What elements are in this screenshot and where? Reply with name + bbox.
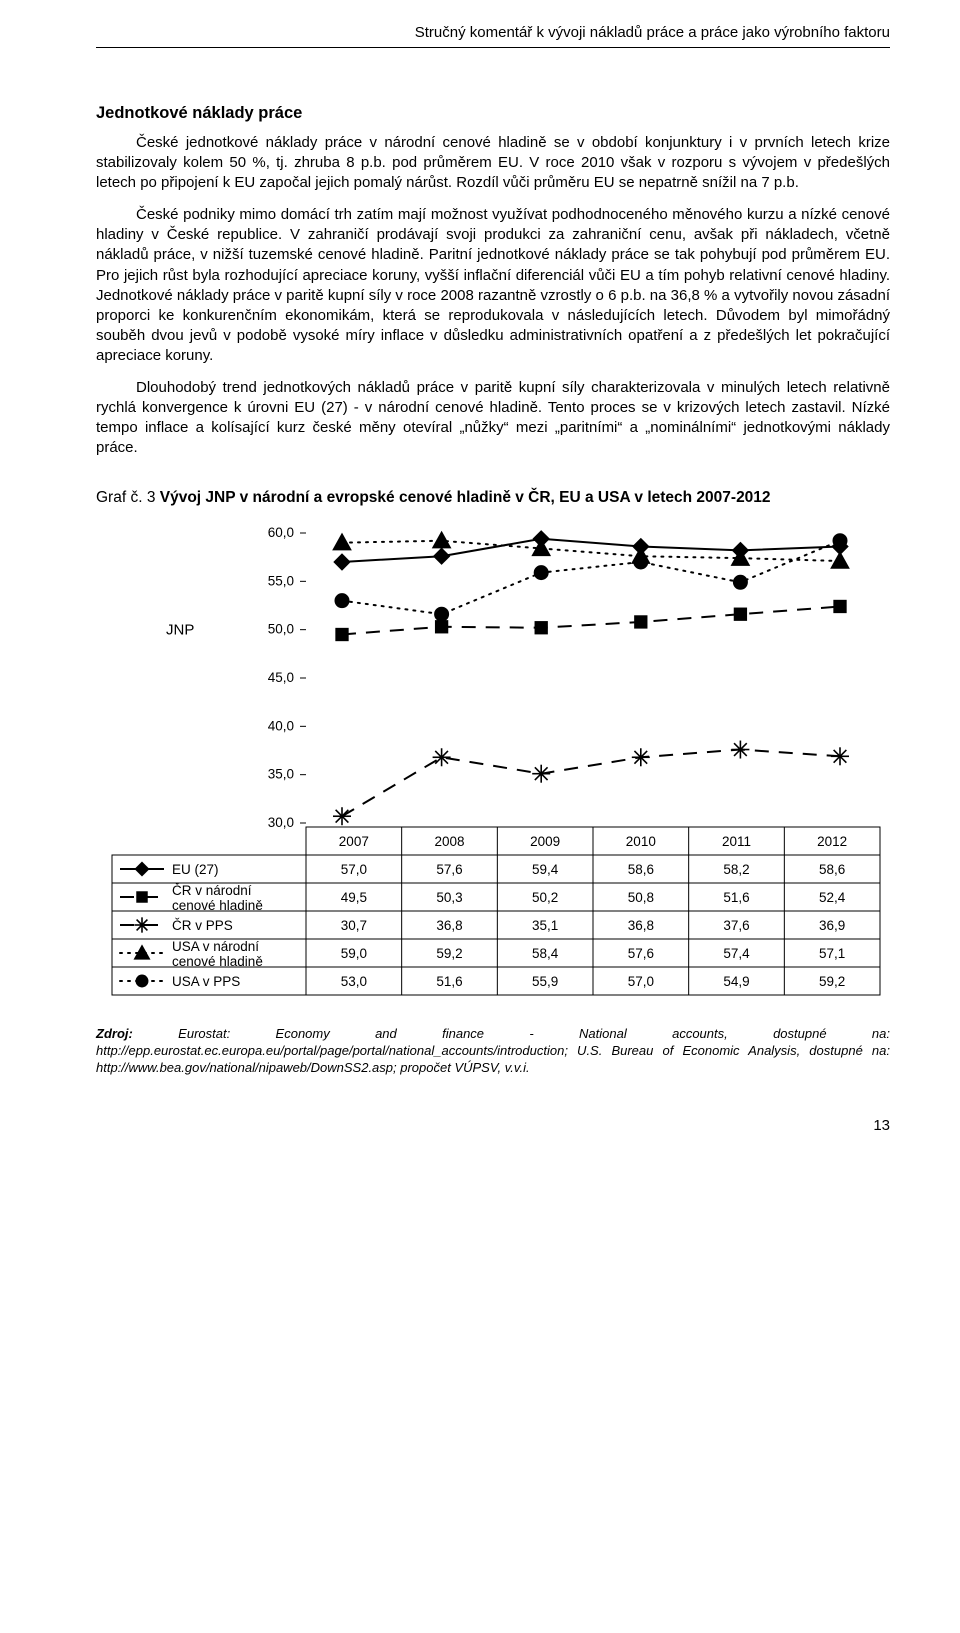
- svg-text:59,2: 59,2: [436, 946, 462, 961]
- section-title: Jednotkové náklady práce: [96, 104, 890, 123]
- svg-text:58,2: 58,2: [723, 862, 749, 877]
- paragraph-1: České jednotkové náklady práce v národní…: [96, 133, 890, 193]
- svg-text:58,6: 58,6: [628, 862, 654, 877]
- svg-text:40,0: 40,0: [268, 718, 294, 733]
- svg-text:36,9: 36,9: [819, 918, 845, 933]
- svg-text:35,1: 35,1: [532, 918, 558, 933]
- svg-text:57,1: 57,1: [819, 946, 845, 961]
- chart-title-prefix: Graf č. 3: [96, 489, 160, 506]
- svg-text:30,0: 30,0: [268, 815, 294, 830]
- svg-text:2010: 2010: [626, 834, 656, 849]
- chart-title-bold: Vývoj JNP v národní a evropské cenové hl…: [160, 489, 771, 506]
- svg-text:50,2: 50,2: [532, 890, 558, 905]
- svg-text:ČR v PPS: ČR v PPS: [172, 918, 233, 933]
- svg-text:2011: 2011: [722, 834, 751, 849]
- svg-text:50,3: 50,3: [436, 890, 462, 905]
- source-label: Zdroj:: [96, 1026, 133, 1041]
- svg-text:53,0: 53,0: [341, 974, 367, 989]
- running-head: Stručný komentář k vývoji nákladů práce …: [96, 24, 890, 41]
- svg-text:36,8: 36,8: [436, 918, 462, 933]
- svg-text:57,4: 57,4: [723, 946, 750, 961]
- head-rule: [96, 47, 890, 48]
- svg-text:USA v PPS: USA v PPS: [172, 974, 240, 989]
- svg-text:60,0: 60,0: [268, 525, 294, 540]
- svg-text:cenové hladině: cenové hladině: [172, 898, 263, 913]
- source-text: Eurostat: Economy and finance - National…: [96, 1026, 890, 1076]
- svg-text:50,0: 50,0: [268, 622, 294, 637]
- svg-text:57,0: 57,0: [628, 974, 654, 989]
- svg-text:57,0: 57,0: [341, 862, 367, 877]
- svg-text:EU (27): EU (27): [172, 862, 219, 877]
- svg-text:45,0: 45,0: [268, 670, 294, 685]
- svg-text:cenové hladině: cenové hladině: [172, 954, 263, 969]
- chart-title: Graf č. 3 Vývoj JNP v národní a evropské…: [96, 488, 890, 508]
- svg-text:59,2: 59,2: [819, 974, 845, 989]
- svg-text:37,6: 37,6: [723, 918, 749, 933]
- svg-text:58,6: 58,6: [819, 862, 845, 877]
- svg-text:35,0: 35,0: [268, 767, 294, 782]
- svg-text:2009: 2009: [530, 834, 560, 849]
- svg-text:59,0: 59,0: [341, 946, 367, 961]
- svg-text:59,4: 59,4: [532, 862, 559, 877]
- svg-text:2007: 2007: [339, 834, 369, 849]
- svg-text:57,6: 57,6: [628, 946, 654, 961]
- svg-text:50,8: 50,8: [628, 890, 654, 905]
- svg-text:JNP: JNP: [166, 622, 194, 639]
- paragraph-2: České podniky mimo domácí trh zatím mají…: [96, 205, 890, 366]
- svg-text:58,4: 58,4: [532, 946, 559, 961]
- svg-text:2012: 2012: [817, 834, 847, 849]
- svg-text:2008: 2008: [434, 834, 464, 849]
- svg-text:54,9: 54,9: [723, 974, 749, 989]
- svg-text:55,9: 55,9: [532, 974, 558, 989]
- svg-text:51,6: 51,6: [723, 890, 749, 905]
- svg-text:ČR v národní: ČR v národní: [172, 883, 252, 898]
- source-note: Zdroj: Eurostat: Economy and finance - N…: [96, 1025, 890, 1077]
- paragraph-3: Dlouhodobý trend jednotkových nákladů pr…: [96, 378, 890, 458]
- svg-text:52,4: 52,4: [819, 890, 846, 905]
- svg-text:51,6: 51,6: [436, 974, 462, 989]
- chart: 60,0 55,0 50,0 45,0 40,0 35,0 30,0 JNP 2007 2008 2…: [96, 523, 890, 1001]
- page-number: 13: [96, 1117, 890, 1134]
- svg-text:36,8: 36,8: [628, 918, 654, 933]
- svg-text:USA v národní: USA v národní: [172, 939, 259, 954]
- svg-text:49,5: 49,5: [341, 890, 367, 905]
- chart-svg: 60,0 55,0 50,0 45,0 40,0 35,0 30,0 JNP 2007 2008 2…: [96, 523, 886, 1001]
- svg-text:57,6: 57,6: [436, 862, 462, 877]
- svg-text:30,7: 30,7: [341, 918, 367, 933]
- svg-text:55,0: 55,0: [268, 573, 294, 588]
